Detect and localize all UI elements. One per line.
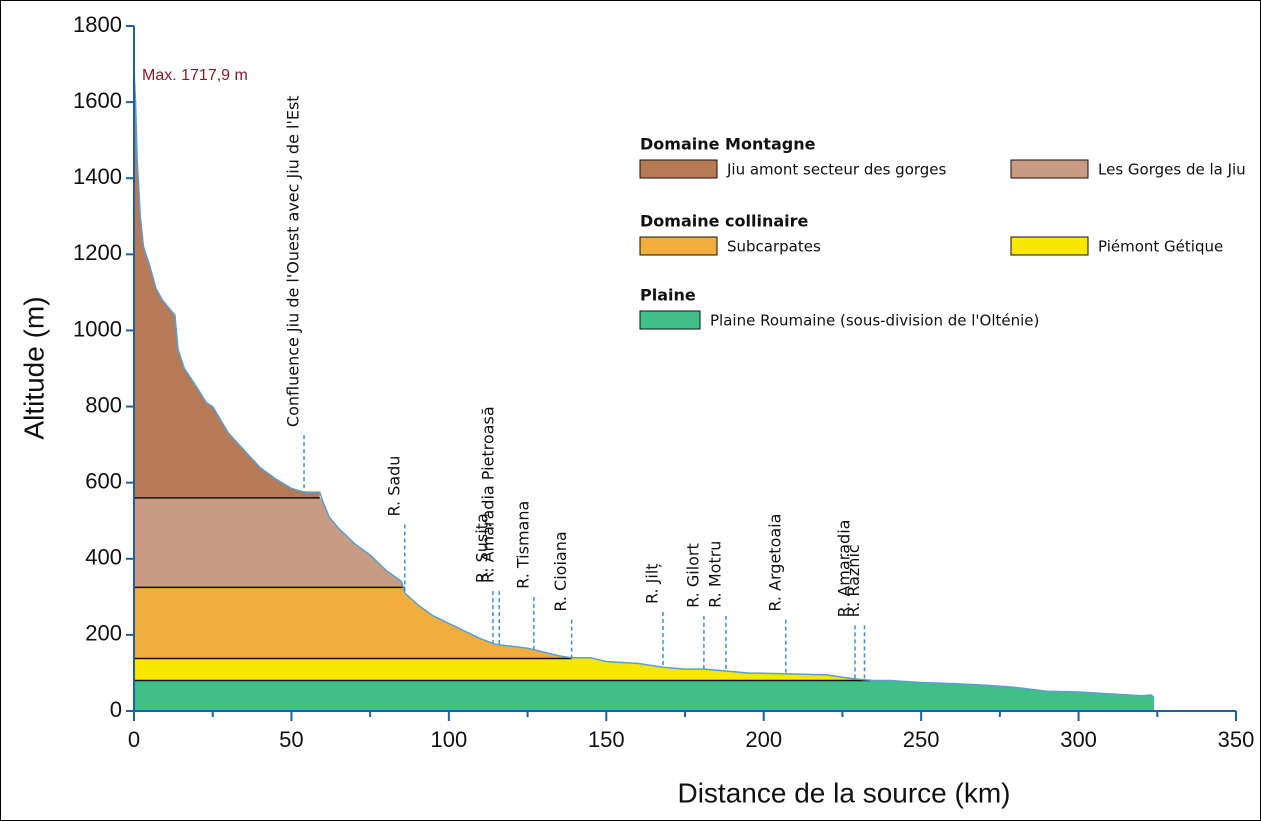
legend-label: Les Gorges de la Jiu: [1098, 161, 1246, 179]
legend-swatch: [639, 310, 701, 330]
tributary-label: R. Tismana: [513, 501, 532, 589]
legend-group-title: Plaine: [640, 286, 696, 305]
tributary-label: R. Amaradia Pietroasă: [479, 406, 498, 583]
max-annotation: Max. 1717,9 m: [142, 67, 248, 84]
y-tick-label: 0: [110, 697, 122, 722]
band: [134, 587, 572, 659]
x-tick-label: 50: [279, 727, 303, 752]
x-axis-label: Distance de la source (km): [677, 777, 1010, 808]
legend-label: Piémont Gétique: [1098, 238, 1223, 256]
legend-swatch: [639, 159, 718, 179]
band: [134, 497, 405, 588]
legend-swatch: [1010, 159, 1089, 179]
tributary-label: R. Argetoaia: [765, 514, 784, 612]
legend-group-title: Domaine collinaire: [640, 212, 809, 231]
x-tick-label: 150: [588, 727, 625, 752]
tributary-label: R. Jilț: [642, 563, 661, 604]
legend-swatch: [639, 236, 718, 256]
band: [134, 680, 1155, 711]
tributary-label: R. Sușița: [472, 513, 491, 583]
x-tick-label: 250: [903, 727, 940, 752]
legend-swatch: [1010, 236, 1089, 256]
y-tick-label: 600: [85, 468, 122, 493]
tributary-label: R. Amaradia: [835, 520, 854, 618]
tributary-label: R. Raznic: [844, 544, 863, 617]
x-tick-label: 350: [1218, 727, 1255, 752]
x-tick-label: 0: [128, 727, 140, 752]
y-tick-label: 1600: [73, 88, 122, 113]
legend-label: Jiu amont secteur des gorges: [726, 161, 947, 179]
y-tick-label: 1000: [73, 316, 122, 341]
x-tick-label: 200: [745, 727, 782, 752]
y-tick-label: 400: [85, 545, 122, 570]
legend-group-title: Domaine Montagne: [640, 135, 816, 154]
tributary-label: R. Gilort: [683, 543, 702, 608]
tributary-label: R. Cioiana: [551, 531, 570, 611]
legend-label: Plaine Roumaine (sous-division de l'Olté…: [710, 312, 1039, 330]
y-tick-label: 200: [85, 621, 122, 646]
y-tick-label: 1800: [73, 12, 122, 37]
x-tick-label: 100: [430, 727, 467, 752]
y-tick-label: 1400: [73, 164, 122, 189]
y-tick-label: 800: [85, 392, 122, 417]
x-tick-label: 300: [1060, 727, 1097, 752]
profile-line: [133, 71, 1155, 699]
band: [134, 658, 871, 681]
tributary-label: Confluence Jiu de l'Ouest avec Jiu de l'…: [284, 95, 303, 427]
y-axis-label: Altitude (m): [18, 296, 49, 439]
legend-label: Subcarpates: [727, 238, 821, 256]
tributary-label: R. Sadu: [384, 456, 403, 517]
tributary-label: R. Motru: [705, 541, 724, 608]
y-tick-label: 1200: [73, 240, 122, 265]
